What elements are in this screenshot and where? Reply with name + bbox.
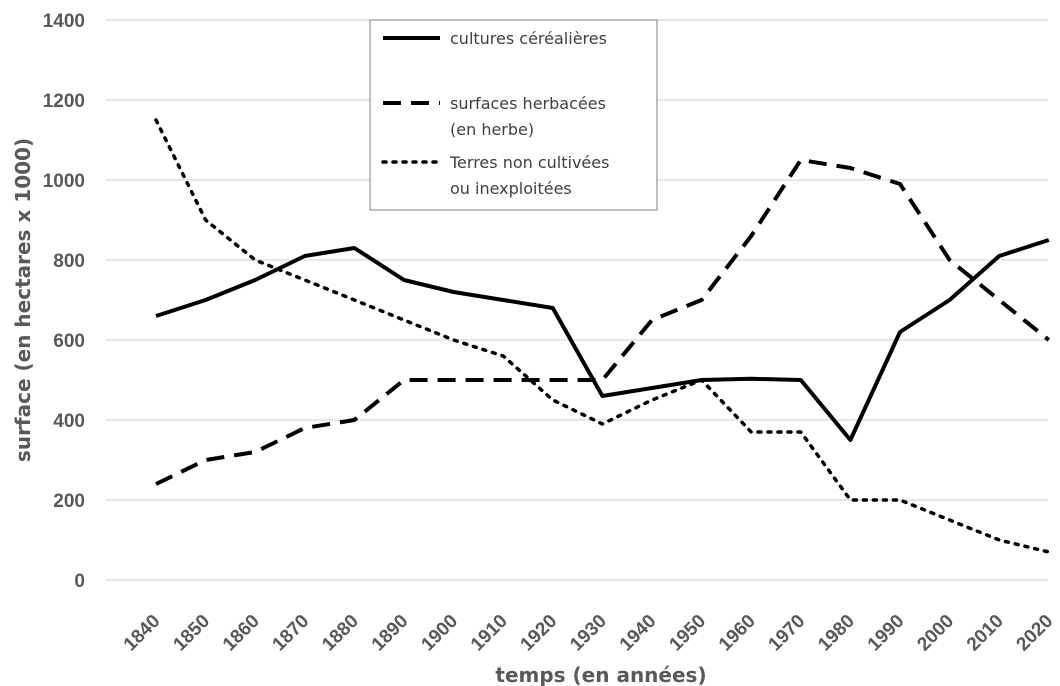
y-tick-label: 1200: [43, 91, 85, 112]
y-tick-label: 400: [53, 411, 85, 432]
y-tick-label: 200: [53, 491, 85, 512]
x-tick-label: 1860: [219, 611, 264, 656]
x-tick-label: 1980: [814, 611, 859, 656]
y-tick-label: 1400: [43, 11, 85, 32]
y-axis-ticks: 0 200 400 600 800 1000 1200 1400: [43, 11, 85, 592]
x-tick-label: 1840: [120, 611, 165, 656]
legend-box: [369, 19, 658, 211]
legend-label: cultures céréalières: [450, 29, 607, 48]
x-axis-ticks: 1840 1850 1860 1870 1880 1890 1900 1910 1920 1930…: [120, 611, 1058, 656]
x-tick-label: 1900: [417, 611, 462, 656]
x-tick-label: 2010: [963, 611, 1008, 656]
x-tick-label: 1990: [864, 611, 909, 656]
x-tick-label: 1940: [616, 611, 661, 656]
x-tick-label: 2020: [1013, 611, 1058, 656]
x-tick-label: 1970: [765, 611, 810, 656]
y-tick-label: 800: [53, 251, 85, 272]
y-tick-label: 600: [53, 331, 85, 352]
x-tick-label: 2000: [913, 611, 958, 656]
legend: cultures céréalières surfaces herbacées (e…: [369, 19, 658, 211]
x-tick-label: 1870: [269, 611, 314, 656]
y-tick-label: 0: [74, 571, 85, 592]
legend-label: Terres non cultivées: [449, 153, 609, 172]
legend-label: surfaces herbacées: [450, 94, 606, 113]
series-line-dashed: [155, 158, 1051, 486]
legend-label: (en herbe): [450, 120, 534, 139]
x-axis-title: temps (en années): [495, 663, 706, 686]
x-tick-label: 1890: [368, 611, 413, 656]
y-tick-label: 1000: [43, 171, 85, 192]
series-line-solid: [155, 238, 1050, 442]
x-tick-label: 1960: [715, 611, 760, 656]
x-tick-label: 1930: [566, 611, 611, 656]
legend-label: ou inexploitées: [450, 179, 572, 198]
x-tick-label: 1910: [467, 611, 512, 656]
x-tick-label: 1880: [318, 611, 363, 656]
x-tick-label: 1920: [517, 611, 562, 656]
x-tick-label: 1850: [169, 611, 214, 656]
y-axis-title: surface (en hectares x 1000): [11, 138, 35, 462]
series-line-dotted: [154, 118, 1051, 554]
x-tick-label: 1950: [665, 611, 710, 656]
series-lines: [154, 118, 1051, 554]
